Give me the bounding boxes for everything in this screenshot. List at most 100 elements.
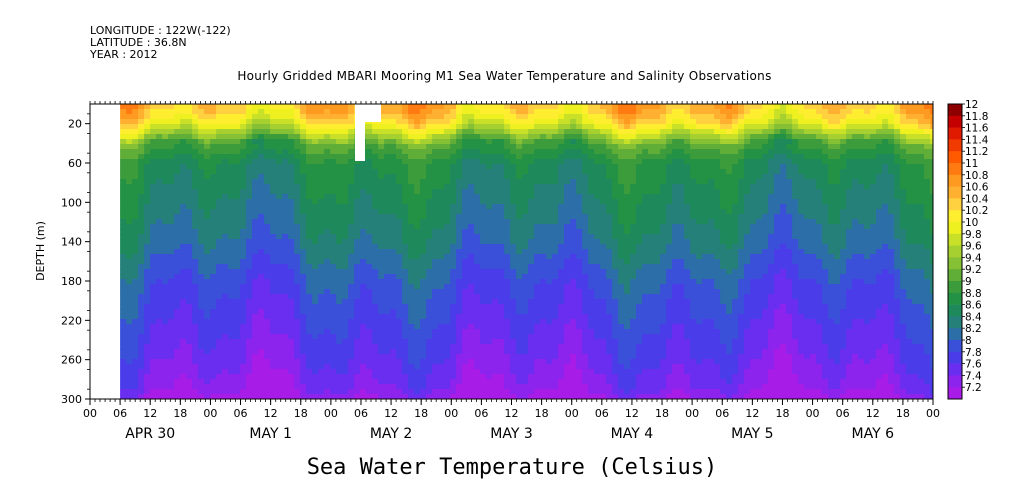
temperature-cell [282,124,289,130]
temperature-cell [624,279,631,285]
temperature-cell [150,339,157,345]
temperature-cell [294,239,301,245]
temperature-cell [150,119,157,125]
temperature-cell [600,319,607,325]
temperature-cell [258,304,265,310]
temperature-cell [282,274,289,280]
temperature-cell [228,169,235,175]
temperature-cell [132,109,139,115]
temperature-cell [384,119,391,125]
temperature-cell [222,254,229,260]
temperature-cell [480,324,487,330]
temperature-cell [198,124,205,130]
temperature-cell [120,319,127,325]
temperature-cell [486,349,493,355]
temperature-cell [270,304,277,310]
temperature-cell [132,229,139,235]
temperature-cell [288,234,295,240]
temperature-cell [372,384,379,390]
temperature-cell [522,389,529,395]
temperature-cell [462,114,469,120]
temperature-cell [420,294,427,300]
temperature-cell [330,359,337,365]
temperature-cell [300,269,307,275]
temperature-cell [438,109,445,115]
temperature-cell [516,224,523,230]
temperature-cell [276,189,283,195]
temperature-cell [288,239,295,245]
temperature-cell [498,344,505,350]
temperature-cell [534,364,541,370]
temperature-cell [342,249,349,255]
temperature-cell [618,394,625,399]
temperature-cell [132,394,139,399]
temperature-cell [432,259,439,265]
temperature-cell [234,139,241,145]
temperature-cell [222,174,229,180]
temperature-cell [456,379,463,385]
temperature-cell [240,189,247,195]
temperature-cell [438,179,445,185]
temperature-cell [582,144,589,150]
temperature-cell [264,184,271,190]
temperature-cell [480,354,487,360]
temperature-cell [240,234,247,240]
temperature-cell [384,374,391,380]
temperature-cell [582,294,589,300]
temperature-cell [144,229,151,235]
temperature-cell [354,234,361,240]
temperature-cell [150,214,157,220]
temperature-cell [426,209,433,215]
temperature-cell [228,234,235,240]
temperature-cell [414,339,421,345]
temperature-cell [498,284,505,290]
temperature-cell [402,359,409,365]
temperature-cell [240,164,247,170]
temperature-cell [222,314,229,320]
temperature-cell [294,159,301,165]
temperature-cell [480,139,487,145]
temperature-cell [498,369,505,375]
temperature-cell [408,149,415,155]
temperature-cell [498,189,505,195]
temperature-cell [426,339,433,345]
temperature-cell [306,144,313,150]
temperature-cell [594,314,601,320]
temperature-cell [174,244,181,250]
temperature-cell [270,164,277,170]
temperature-cell [426,144,433,150]
temperature-cell [402,279,409,285]
temperature-cell [126,129,133,135]
temperature-cell [558,369,565,375]
temperature-cell [216,119,223,125]
temperature-cell [414,364,421,370]
temperature-cell [576,189,583,195]
temperature-cell [222,269,229,275]
temperature-cell [144,114,151,120]
temperature-cell [576,159,583,165]
temperature-cell [282,354,289,360]
temperature-cell [600,199,607,205]
temperature-cell [408,344,415,350]
temperature-cell [258,219,265,225]
temperature-cell [252,164,259,170]
temperature-cell [396,389,403,395]
temperature-cell [528,184,535,190]
temperature-cell [402,174,409,180]
temperature-cell [588,109,595,115]
temperature-cell [318,109,325,115]
temperature-cell [288,134,295,140]
temperature-cell [522,189,529,195]
temperature-cell [384,324,391,330]
temperature-cell [570,319,577,325]
temperature-cell [564,179,571,185]
temperature-cell [204,219,211,225]
temperature-cell [240,199,247,205]
temperature-cell [354,199,361,205]
temperature-cell [552,254,559,260]
temperature-cell [540,109,547,115]
temperature-cell [180,129,187,135]
temperature-cell [384,304,391,310]
temperature-cell [384,309,391,315]
temperature-cell [120,354,127,360]
